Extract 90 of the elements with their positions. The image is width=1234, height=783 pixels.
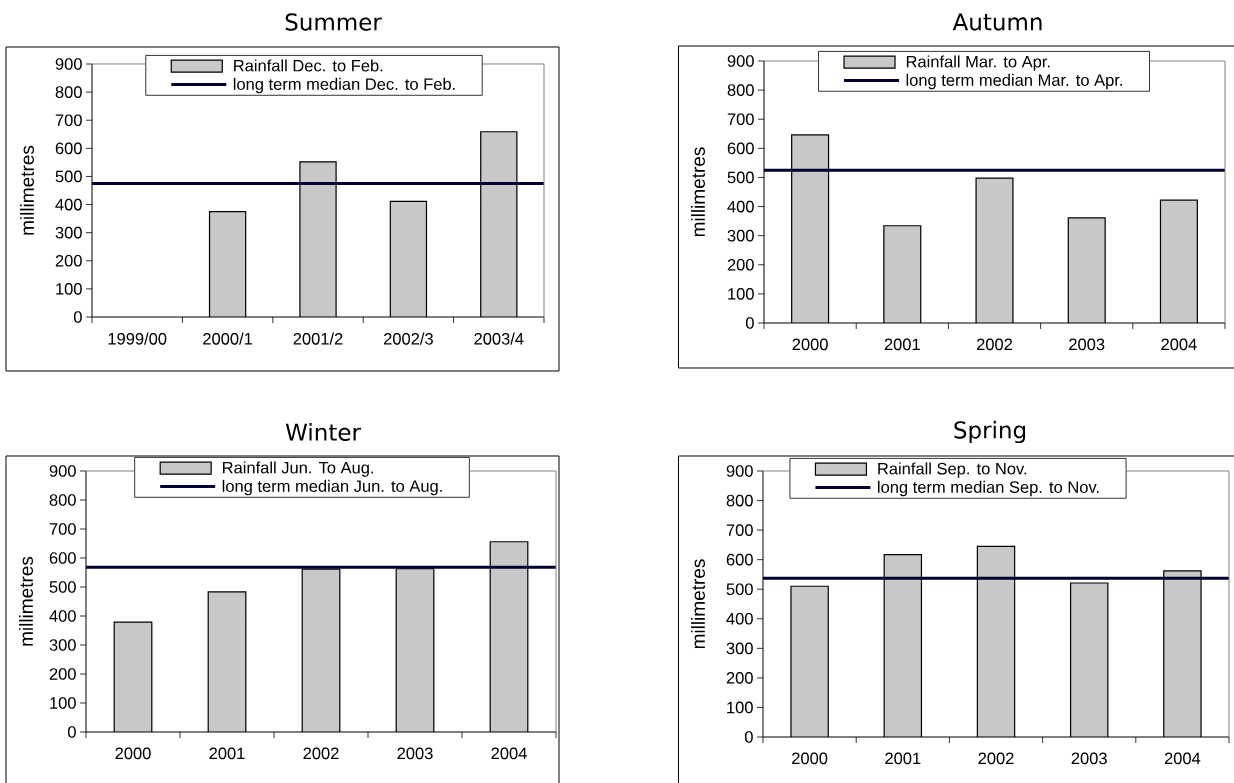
x-tick-label: 2000	[792, 338, 828, 351]
bar	[884, 554, 922, 737]
bar	[208, 591, 246, 732]
x-tick-label: 2000	[792, 752, 828, 765]
y-tick-label: 300	[726, 642, 753, 655]
x-tick-label: 2003	[397, 747, 433, 760]
y-tick-label: 200	[55, 254, 82, 267]
x-tick-label: 2000/1	[203, 332, 253, 345]
y-tick-label: 0	[744, 731, 753, 743]
chart-title: Winter	[285, 423, 361, 441]
x-tick-label: 2002/3	[384, 332, 433, 345]
x-tick-label: 2001	[884, 338, 920, 351]
bar	[396, 568, 434, 732]
bar	[1070, 583, 1108, 737]
y-tick-label: 0	[67, 726, 76, 738]
y-tick-label: 600	[55, 142, 82, 155]
y-tick-label: 800	[55, 86, 82, 98]
bar	[489, 541, 529, 732]
bar	[390, 201, 427, 317]
x-tick-label: 2000	[115, 747, 151, 760]
y-tick-label: 900	[55, 58, 82, 70]
bar	[480, 131, 518, 317]
y-tick-label: 800	[727, 84, 754, 96]
y-tick-label: 500	[55, 170, 82, 183]
y-axis-title: millimetres	[19, 556, 33, 646]
x-tick-label: 2003	[1069, 338, 1105, 351]
y-tick-label: 100	[50, 697, 76, 709]
bar	[299, 161, 337, 317]
y-axis-title: millimetres	[691, 147, 705, 237]
y-tick-label: 200	[726, 672, 753, 684]
x-tick-label: 1999/00	[108, 332, 167, 345]
y-tick-label: 700	[55, 114, 82, 127]
y-axis-title: millimetres	[20, 145, 34, 235]
y-tick-label: 900	[726, 465, 753, 477]
y-tick-label: 100	[727, 701, 753, 714]
x-tick-label: 2002	[978, 752, 1014, 765]
x-tick-label: 2001	[885, 752, 921, 765]
legend-label: Rainfall Mar. to Apr.	[906, 55, 1050, 71]
y-tick-label: 900	[49, 465, 76, 477]
x-tick-label: 2003	[1071, 752, 1107, 765]
y-tick-label: 300	[55, 226, 82, 239]
y-tick-label: 600	[727, 142, 754, 155]
bar	[977, 546, 1015, 737]
chart-title: Autumn	[952, 13, 1042, 31]
y-tick-label: 0	[73, 311, 82, 323]
y-tick-label: 700	[49, 523, 76, 535]
bar	[790, 586, 829, 737]
y-tick-label: 100	[728, 288, 754, 300]
chart-title: Spring	[954, 420, 1026, 444]
y-tick-label: 400	[49, 610, 76, 622]
y-axis-title: millimetres	[691, 559, 705, 649]
x-tick-label: 2004	[491, 747, 527, 760]
legend-label: long term median Jun. to Aug.	[222, 479, 442, 496]
x-tick-label: 2002	[303, 747, 339, 760]
legend-label: Rainfall Dec. to Feb.	[234, 59, 383, 72]
y-tick-label: 0	[745, 317, 754, 329]
y-tick-label: 500	[727, 171, 754, 184]
legend-label: long term median Mar. to Apr.	[906, 73, 1122, 90]
x-tick-label: 2004	[1161, 338, 1197, 351]
legend-label: long term median Sep. to Nov.	[878, 480, 1099, 497]
legend-label: Rainfall Sep. to Nov.	[878, 462, 1027, 478]
x-tick-label: 2003/4	[474, 332, 524, 345]
y-tick-label: 500	[726, 583, 753, 596]
bar	[209, 211, 246, 317]
y-tick-label: 200	[727, 258, 754, 271]
y-tick-label: 800	[726, 494, 753, 507]
x-tick-label: 2002	[976, 338, 1013, 351]
y-tick-label: 100	[56, 283, 82, 295]
legend-label: Rainfall Jun. To Aug.	[223, 461, 374, 477]
y-tick-label: 300	[727, 229, 754, 242]
y-tick-label: 400	[726, 612, 753, 625]
y-tick-label: 400	[55, 198, 82, 211]
y-tick-label: 600	[49, 552, 76, 564]
x-tick-label: 2001	[209, 747, 245, 760]
y-tick-label: 600	[726, 553, 753, 566]
y-tick-label: 200	[49, 668, 76, 680]
y-tick-label: 500	[49, 581, 76, 593]
chart-title: Summer	[285, 13, 382, 31]
y-tick-label: 700	[727, 113, 754, 126]
bar	[114, 622, 152, 732]
x-tick-label: 2004	[1164, 752, 1201, 765]
y-tick-label: 900	[727, 55, 754, 67]
bar	[302, 569, 340, 732]
y-tick-label: 300	[49, 639, 76, 651]
x-tick-label: 2001/2	[293, 332, 343, 345]
y-tick-label: 400	[727, 200, 754, 213]
y-tick-label: 800	[49, 494, 76, 506]
legend-label: long term median Dec. to Feb.	[233, 77, 455, 94]
bar	[1163, 570, 1202, 737]
y-tick-label: 700	[726, 524, 753, 536]
